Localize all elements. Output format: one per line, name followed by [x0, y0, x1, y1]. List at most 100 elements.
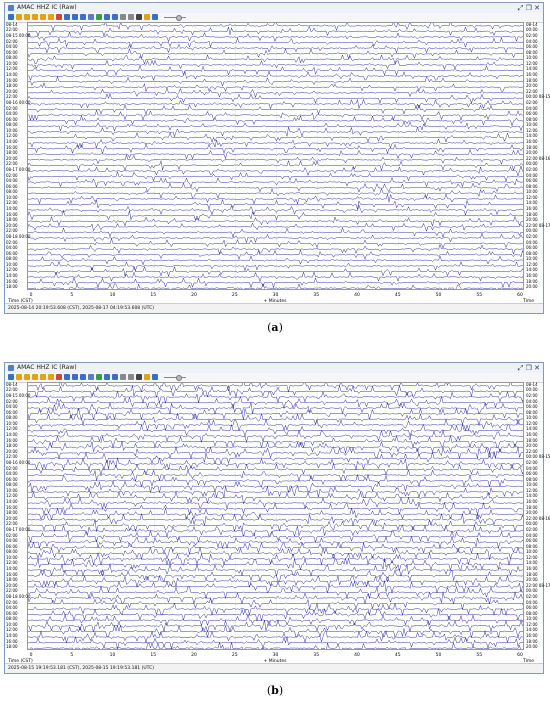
toolbar-button[interactable] — [120, 14, 126, 20]
right-time-label: 22:00 — [526, 88, 538, 94]
left-time-label: 18:00 — [6, 150, 18, 156]
right-time-label: 00:00 — [526, 387, 538, 393]
seismogram-traces — [28, 23, 523, 289]
toolbar-button[interactable] — [40, 374, 46, 380]
seismogram-trace-row — [28, 177, 523, 188]
seismogram-trace-row — [28, 232, 523, 244]
seismogram-trace-row — [28, 641, 521, 649]
toolbar-button[interactable] — [112, 14, 118, 20]
toolbar-button[interactable] — [104, 374, 110, 380]
toolbar-button[interactable] — [128, 374, 134, 380]
right-time-label: 08:00 — [526, 116, 538, 122]
toolbar-button[interactable] — [136, 14, 142, 20]
toolbar-button[interactable] — [96, 14, 102, 20]
toolbar-button[interactable] — [144, 14, 150, 20]
right-time-label: 02:00 — [526, 593, 538, 599]
toolbar-button[interactable] — [56, 374, 62, 380]
toolbar-button[interactable] — [104, 14, 110, 20]
left-time-label: 10:00 — [6, 194, 18, 200]
right-time-label: 08:00 — [526, 543, 538, 549]
toolbar-button[interactable] — [32, 14, 38, 20]
toolbar-button[interactable] — [112, 374, 118, 380]
toolbar-button[interactable] — [48, 374, 54, 380]
right-time-label: 02:00 — [526, 459, 538, 465]
toolbar-button[interactable] — [8, 14, 14, 20]
zoom-slider-knob[interactable] — [176, 375, 182, 381]
left-time-label: 22:00 — [6, 228, 18, 234]
left-time-label: 18:00 — [6, 510, 18, 516]
left-time-label: 12:00 — [6, 627, 18, 633]
right-time-label: 16:00 — [526, 432, 538, 438]
toolbar-button[interactable] — [56, 14, 62, 20]
left-time-label: 08:00 — [6, 55, 18, 61]
toolbar-button[interactable] — [88, 14, 94, 20]
left-time-label: 02:00 — [6, 465, 18, 471]
x-tick-label: 20 — [191, 653, 197, 658]
toolbar-button[interactable] — [72, 14, 78, 20]
window-controls[interactable]: ⤢ ❐ ✕ — [517, 4, 540, 12]
window-controls[interactable]: ⤢ ❐ ✕ — [517, 364, 540, 372]
toolbar-button[interactable] — [136, 374, 142, 380]
x-tick-label: 40 — [354, 293, 360, 298]
right-time-label: 08:00 — [526, 610, 538, 616]
x-tick-label: 20 — [191, 293, 197, 298]
toolbar-button[interactable] — [120, 374, 126, 380]
helicorder-plot[interactable] — [27, 382, 524, 650]
zoom-slider[interactable] — [164, 375, 186, 381]
toolbar-button[interactable] — [152, 374, 158, 380]
toolbar-button[interactable] — [32, 374, 38, 380]
left-time-label: 22:00 — [6, 387, 18, 393]
right-time-label: 08:00 — [526, 476, 538, 482]
zoom-slider[interactable] — [164, 15, 186, 21]
seismogram-trace-row — [28, 109, 523, 121]
toolbar-button[interactable] — [64, 14, 70, 20]
toolbar-button[interactable] — [40, 14, 46, 20]
left-time-label: 20:00 — [6, 155, 18, 161]
left-time-label: 06:00 — [6, 543, 18, 549]
seismogram-trace-row — [28, 93, 523, 105]
right-time-label: 12:00 — [526, 127, 538, 133]
left-time-label: 04:00 — [6, 538, 18, 544]
seismogram-trace-row — [28, 237, 523, 249]
toolbar-button[interactable] — [8, 374, 14, 380]
seismogram-trace-row — [28, 580, 523, 594]
left-time-label: 14:00 — [6, 139, 18, 145]
toolbar-button[interactable] — [24, 374, 30, 380]
toolbar-button[interactable] — [80, 374, 86, 380]
seismogram-trace-row — [28, 222, 523, 233]
seismogram-trace-row — [28, 390, 523, 404]
toolbar-button[interactable] — [24, 14, 30, 20]
right-time-label: 08:00 — [526, 409, 538, 415]
seismogram-trace-row — [28, 396, 523, 409]
toolbar-button[interactable] — [80, 14, 86, 20]
toolbar-button[interactable] — [144, 374, 150, 380]
right-time-label: 00:00 08-15 — [526, 94, 550, 100]
toolbar-button[interactable] — [128, 14, 134, 20]
helicorder-plot[interactable] — [27, 22, 524, 290]
toolbar-button[interactable] — [48, 14, 54, 20]
seismogram-trace-row — [28, 243, 523, 255]
seismogram-trace-row — [28, 255, 523, 266]
seismogram-trace-row — [28, 25, 523, 37]
seismogram-trace-row — [28, 138, 523, 149]
right-time-label: 00:00 — [526, 521, 538, 527]
x-tick-label: 35 — [313, 293, 320, 298]
toolbar-button[interactable] — [16, 374, 22, 380]
toolbar-button[interactable] — [88, 374, 94, 380]
toolbar-button[interactable] — [96, 374, 102, 380]
right-time-label: 06:00 — [526, 605, 538, 611]
toolbar-button[interactable] — [64, 374, 70, 380]
right-time-label: 12:00 — [526, 487, 538, 493]
left-time-label: 10:00 — [6, 60, 18, 66]
right-time-label: 20:00 — [526, 577, 538, 583]
zoom-slider-knob[interactable] — [176, 15, 182, 21]
toolbar-button[interactable] — [72, 374, 78, 380]
right-time-label: 02:00 — [526, 99, 538, 105]
left-time-label: 14:00 — [6, 432, 18, 438]
toolbar-button[interactable] — [152, 14, 158, 20]
toolbar-button[interactable] — [16, 14, 22, 20]
left-time-label: 20:00 — [6, 88, 18, 94]
seismogram-trace-row — [28, 407, 523, 421]
window-title: AMAC HHZ IC (Raw) — [17, 364, 77, 371]
seismogram-trace-row — [28, 54, 523, 65]
